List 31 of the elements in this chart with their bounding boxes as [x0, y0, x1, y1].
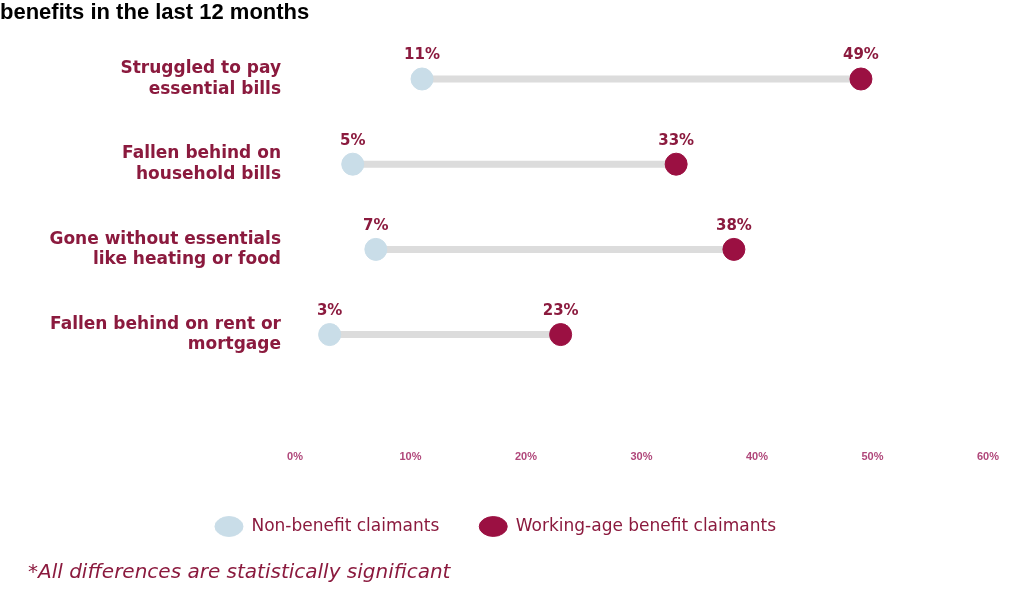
- data-label: 3%: [316, 300, 343, 319]
- point: [549, 323, 573, 347]
- data-label: 5%: [340, 130, 366, 149]
- legend-label: Working-age benefit claimants: [515, 514, 777, 535]
- point: [722, 237, 746, 261]
- point: [364, 237, 388, 261]
- y-tick-label: Fallen behind on rent or mortgage: [50, 312, 282, 354]
- point: [318, 323, 342, 347]
- legend-label: Non-benefit claimants: [251, 514, 440, 535]
- point: [341, 152, 365, 176]
- x-tick-label: 0%: [287, 450, 304, 463]
- x-tick-label: 10%: [399, 450, 422, 463]
- y-tick-label: Struggled to pay essential bills: [120, 57, 281, 98]
- x-tick-label: 60%: [976, 450, 1000, 463]
- y-tick-label: Fallen behind on household bills: [122, 142, 281, 183]
- data-label: 38%: [715, 215, 752, 234]
- point: [410, 67, 434, 91]
- x-tick-label: 20%: [514, 450, 538, 463]
- x-tick-label: 50%: [861, 450, 884, 463]
- point: [664, 152, 688, 176]
- point: [849, 67, 873, 91]
- y-tick-label: Gone without essentials like heating or food: [49, 227, 281, 268]
- data-label: 33%: [658, 130, 695, 149]
- x-tick-label: 30%: [630, 450, 653, 463]
- x-tick-label: 40%: [745, 450, 769, 463]
- text: *All differences are statistically significant: [28, 559, 452, 583]
- data-label: 49%: [842, 45, 879, 64]
- data-label: 23%: [542, 300, 579, 319]
- chart-title: benefits in the last 12 months: [0, 0, 310, 25]
- data-label: 7%: [363, 215, 389, 234]
- data-label: 11%: [404, 45, 440, 64]
